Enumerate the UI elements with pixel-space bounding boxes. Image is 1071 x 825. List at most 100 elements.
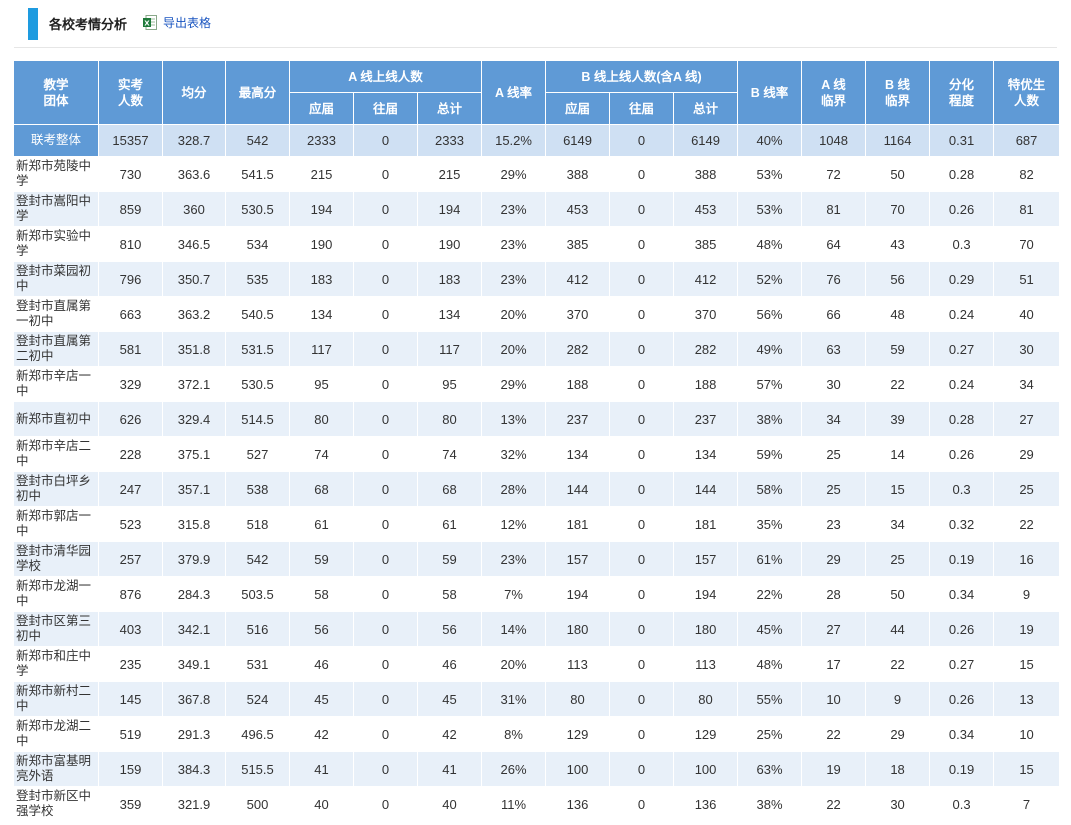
- table-row: 新郑市苑陵中学 730 363.6 541.5 215 0 215 29% 388 0 388 53%…: [13, 156, 1059, 192]
- table-cell: 8%: [481, 716, 547, 752]
- table-cell: 194: [416, 191, 483, 227]
- table-cell: 581: [98, 331, 163, 367]
- table-cell: 514.5: [225, 401, 290, 437]
- table-cell: 80: [289, 401, 354, 437]
- table-cell: 180: [545, 611, 611, 647]
- table-cell: 385: [545, 226, 611, 262]
- overall-name: 联考整体: [13, 124, 99, 157]
- table-cell: 370: [545, 296, 611, 332]
- table-cell: 68: [416, 471, 483, 507]
- school-analysis-table: 教学 团体 实考 人数 均分 最高分 A 线上线人数 A 线率 B 线上线人数(含A…: [13, 60, 1059, 822]
- table-cell: 0: [353, 506, 418, 542]
- col-header-avg: 均分: [162, 60, 226, 125]
- table-cell: 183: [416, 261, 483, 297]
- school-name: 登封市新区中强学校: [13, 786, 99, 822]
- table-cell: 10: [993, 716, 1059, 752]
- table-cell: 40: [993, 296, 1059, 332]
- table-cell: 0: [353, 681, 418, 717]
- table-cell: 0: [609, 681, 675, 717]
- table-cell: 412: [545, 261, 611, 297]
- table-cell: 0.19: [929, 541, 995, 577]
- table-cell: 15.2%: [481, 124, 547, 157]
- table-cell: 194: [289, 191, 354, 227]
- table-body: 联考整体 15357 328.7 542 2333 0 2333 15.2% 6…: [13, 124, 1059, 822]
- table-cell: 74: [416, 436, 483, 472]
- table-row: 新郑市龙湖一中 876 284.3 503.5 58 0 58 7% 194 0 194 22% 28 5…: [13, 576, 1059, 612]
- table-cell: 38%: [737, 401, 803, 437]
- table-cell: 0: [609, 191, 675, 227]
- table-cell: 48%: [737, 226, 803, 262]
- col-header-group-label: 教学 团体: [43, 77, 69, 108]
- table-row: 新郑市辛店二中 228 375.1 527 74 0 74 32% 134 0 134 59% 25 14…: [13, 436, 1059, 472]
- table-cell: 0: [353, 611, 418, 647]
- table-cell: 29%: [481, 156, 547, 192]
- table-cell: 0: [353, 191, 418, 227]
- table-cell: 48%: [737, 646, 803, 682]
- table-cell: 542: [225, 124, 290, 157]
- col-header-b-total: 总计: [673, 92, 739, 125]
- table-cell: 23%: [481, 541, 547, 577]
- table-cell: 321.9: [162, 786, 226, 822]
- table-cell: 0: [353, 331, 418, 367]
- title-accent-bar: [28, 8, 38, 40]
- table-cell: 0.28: [929, 401, 995, 437]
- table-row: 新郑市实验中学 810 346.5 534 190 0 190 23% 385 0 385 48% 64…: [13, 226, 1059, 262]
- table-cell: 80: [545, 681, 611, 717]
- table-cell: 61: [416, 506, 483, 542]
- table-cell: 64: [801, 226, 867, 262]
- table-cell: 1048: [801, 124, 867, 157]
- table-cell: 11%: [481, 786, 547, 822]
- table-cell: 23%: [481, 226, 547, 262]
- table-cell: 329: [98, 366, 163, 402]
- table-cell: 0: [353, 366, 418, 402]
- table-cell: 379.9: [162, 541, 226, 577]
- export-table-button[interactable]: X 导出表格: [143, 14, 211, 31]
- table-row: 新郑市郭店一中 523 315.8 518 61 0 61 12% 181 0 181 35% 23 34…: [13, 506, 1059, 542]
- table-cell: 0: [609, 506, 675, 542]
- table-cell: 531.5: [225, 331, 290, 367]
- table-row: 登封市直属第二初中 581 351.8 531.5 117 0 117 20% 282 0 282 4…: [13, 331, 1059, 367]
- table-cell: 26%: [481, 751, 547, 787]
- table-cell: 350.7: [162, 261, 226, 297]
- school-name: 登封市直属第二初中: [13, 331, 99, 367]
- table-cell: 63%: [737, 751, 803, 787]
- table-cell: 0.34: [929, 576, 995, 612]
- col-header-a-previous: 往届: [353, 92, 418, 125]
- table-cell: 42: [416, 716, 483, 752]
- table-cell: 12%: [481, 506, 547, 542]
- table-cell: 375.1: [162, 436, 226, 472]
- table-cell: 0.34: [929, 716, 995, 752]
- school-name: 新郑市苑陵中学: [13, 156, 99, 192]
- table-cell: 315.8: [162, 506, 226, 542]
- table-cell: 0: [609, 156, 675, 192]
- table-cell: 0.26: [929, 681, 995, 717]
- table-row: 新郑市新村二中 145 367.8 524 45 0 45 31% 80 0 80 55% 10 9 0.2…: [13, 681, 1059, 717]
- table-cell: 540.5: [225, 296, 290, 332]
- table-cell: 100: [545, 751, 611, 787]
- table-cell: 61: [289, 506, 354, 542]
- table-cell: 235: [98, 646, 163, 682]
- table-cell: 0.3: [929, 226, 995, 262]
- table-cell: 20%: [481, 331, 547, 367]
- table-cell: 530.5: [225, 191, 290, 227]
- table-cell: 16: [993, 541, 1059, 577]
- table-cell: 59%: [737, 436, 803, 472]
- table-cell: 35%: [737, 506, 803, 542]
- table-cell: 363.2: [162, 296, 226, 332]
- table-cell: 730: [98, 156, 163, 192]
- school-name: 登封市菜园初中: [13, 261, 99, 297]
- table-cell: 70: [865, 191, 931, 227]
- table-cell: 59: [865, 331, 931, 367]
- table-cell: 6149: [545, 124, 611, 157]
- table-row: 登封市白坪乡初中 247 357.1 538 68 0 68 28% 144 0 144 58% 25 1…: [13, 471, 1059, 507]
- table-cell: 82: [993, 156, 1059, 192]
- page-title: 各校考情分析: [49, 18, 128, 33]
- table-cell: 0: [609, 261, 675, 297]
- table-cell: 63: [801, 331, 867, 367]
- svg-text:X: X: [144, 20, 150, 28]
- table-cell: 530.5: [225, 366, 290, 402]
- table-cell: 0: [609, 226, 675, 262]
- table-cell: 76: [801, 261, 867, 297]
- table-cell: 22: [865, 646, 931, 682]
- table-cell: 136: [673, 786, 739, 822]
